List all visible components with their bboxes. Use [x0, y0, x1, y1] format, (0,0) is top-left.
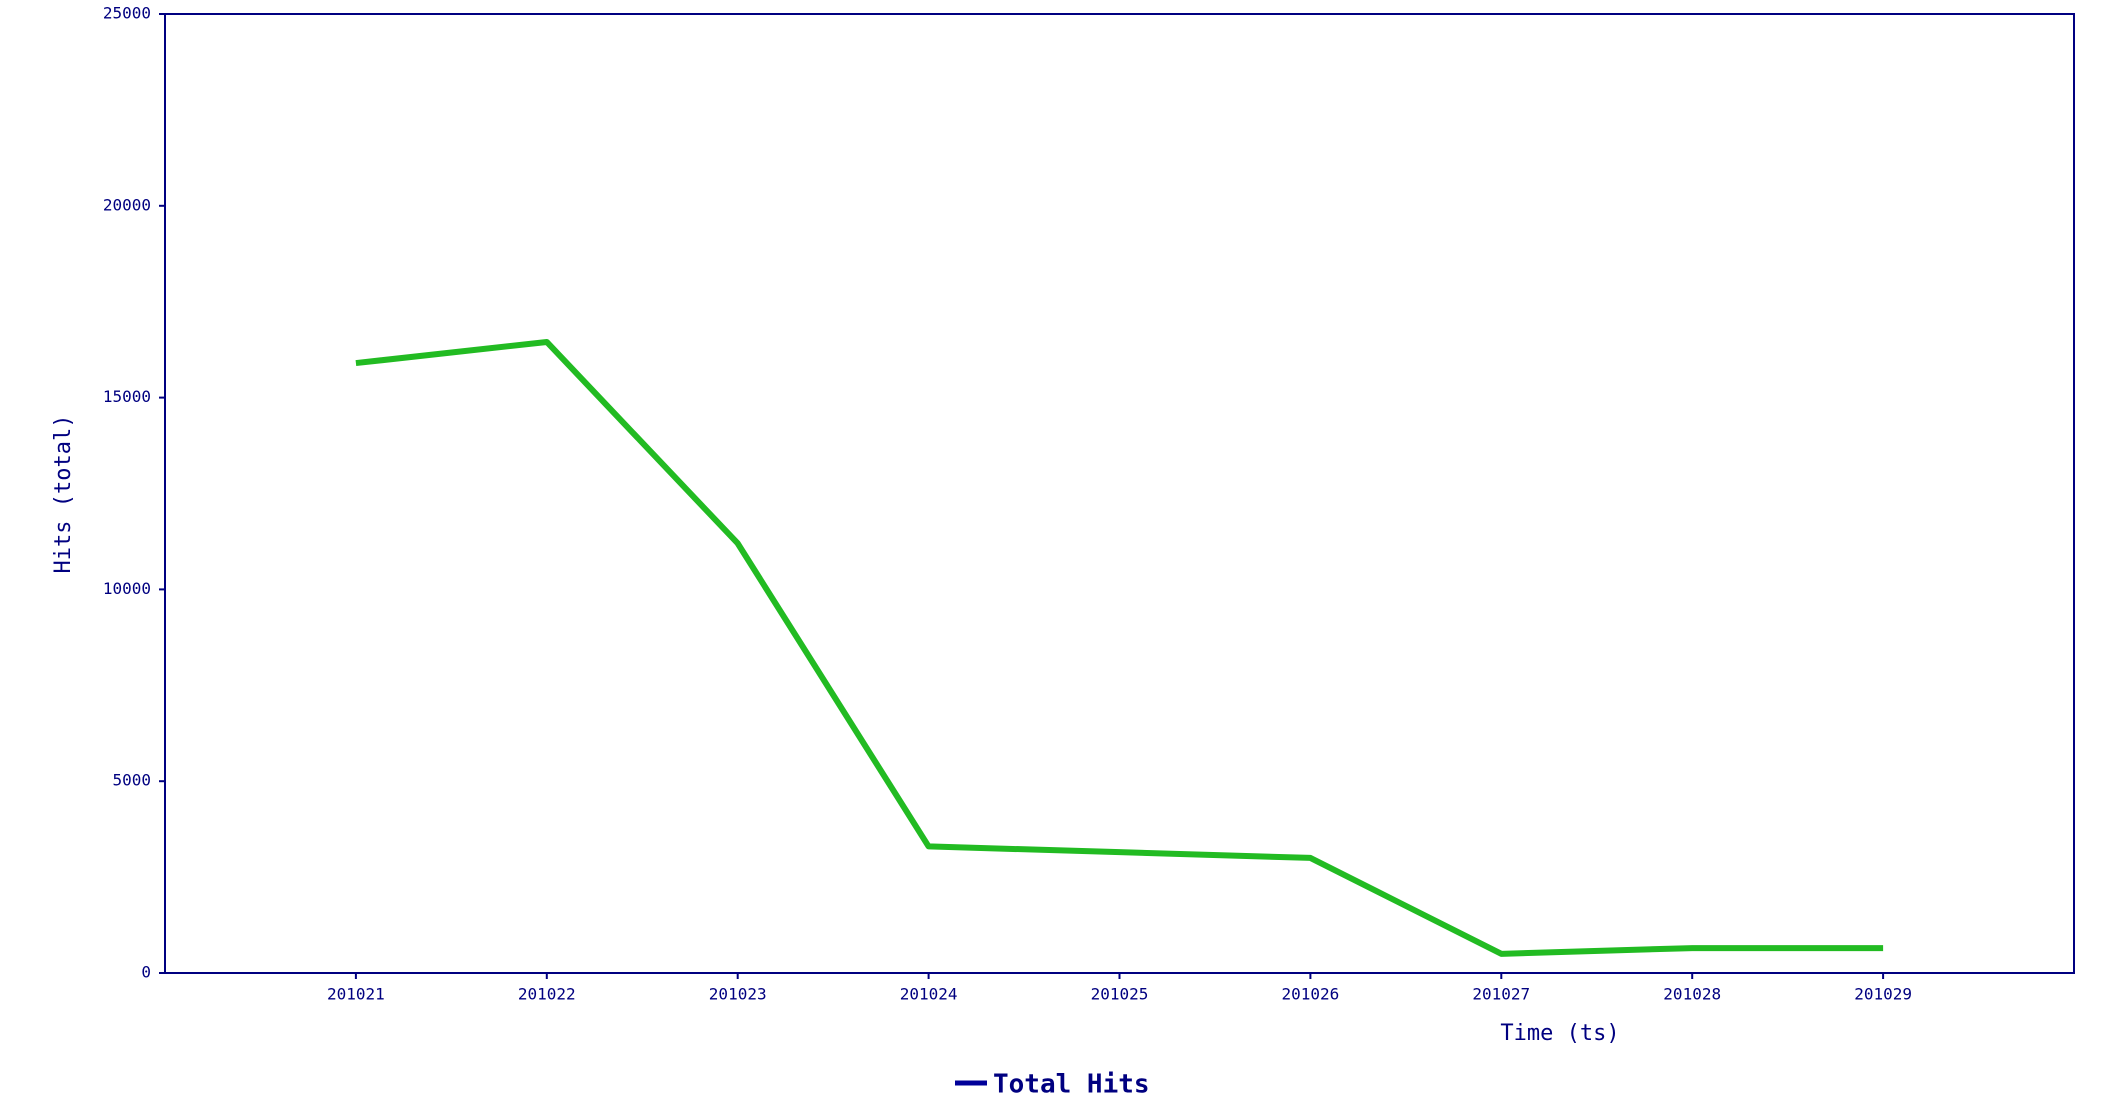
- x-tick-label: 201025: [1091, 985, 1149, 1004]
- y-tick-label: 20000: [103, 195, 151, 214]
- x-tick-label: 201027: [1472, 985, 1530, 1004]
- x-tick-label: 201026: [1282, 985, 1340, 1004]
- y-tick-label: 25000: [103, 4, 151, 23]
- y-tick-label: 10000: [103, 579, 151, 598]
- x-tick-label: 201023: [709, 985, 767, 1004]
- x-axis-title: Time (ts): [1500, 1021, 1619, 1046]
- x-tick-label: 201029: [1854, 985, 1912, 1004]
- x-tick-label: 201021: [327, 985, 385, 1004]
- x-tick-label: 201028: [1663, 985, 1721, 1004]
- data-line: [355, 338, 1884, 957]
- legend-label: Total Hits: [993, 1070, 1150, 1099]
- y-axis-title: Hits (total): [51, 415, 76, 574]
- y-tick-label: 15000: [103, 387, 151, 406]
- y-tick-label: 5000: [112, 771, 151, 790]
- plot-frame: [164, 13, 2075, 974]
- y-tick-label: 0: [141, 963, 151, 982]
- x-tick-label: 201022: [518, 985, 576, 1004]
- x-tick-label: 201024: [900, 985, 958, 1004]
